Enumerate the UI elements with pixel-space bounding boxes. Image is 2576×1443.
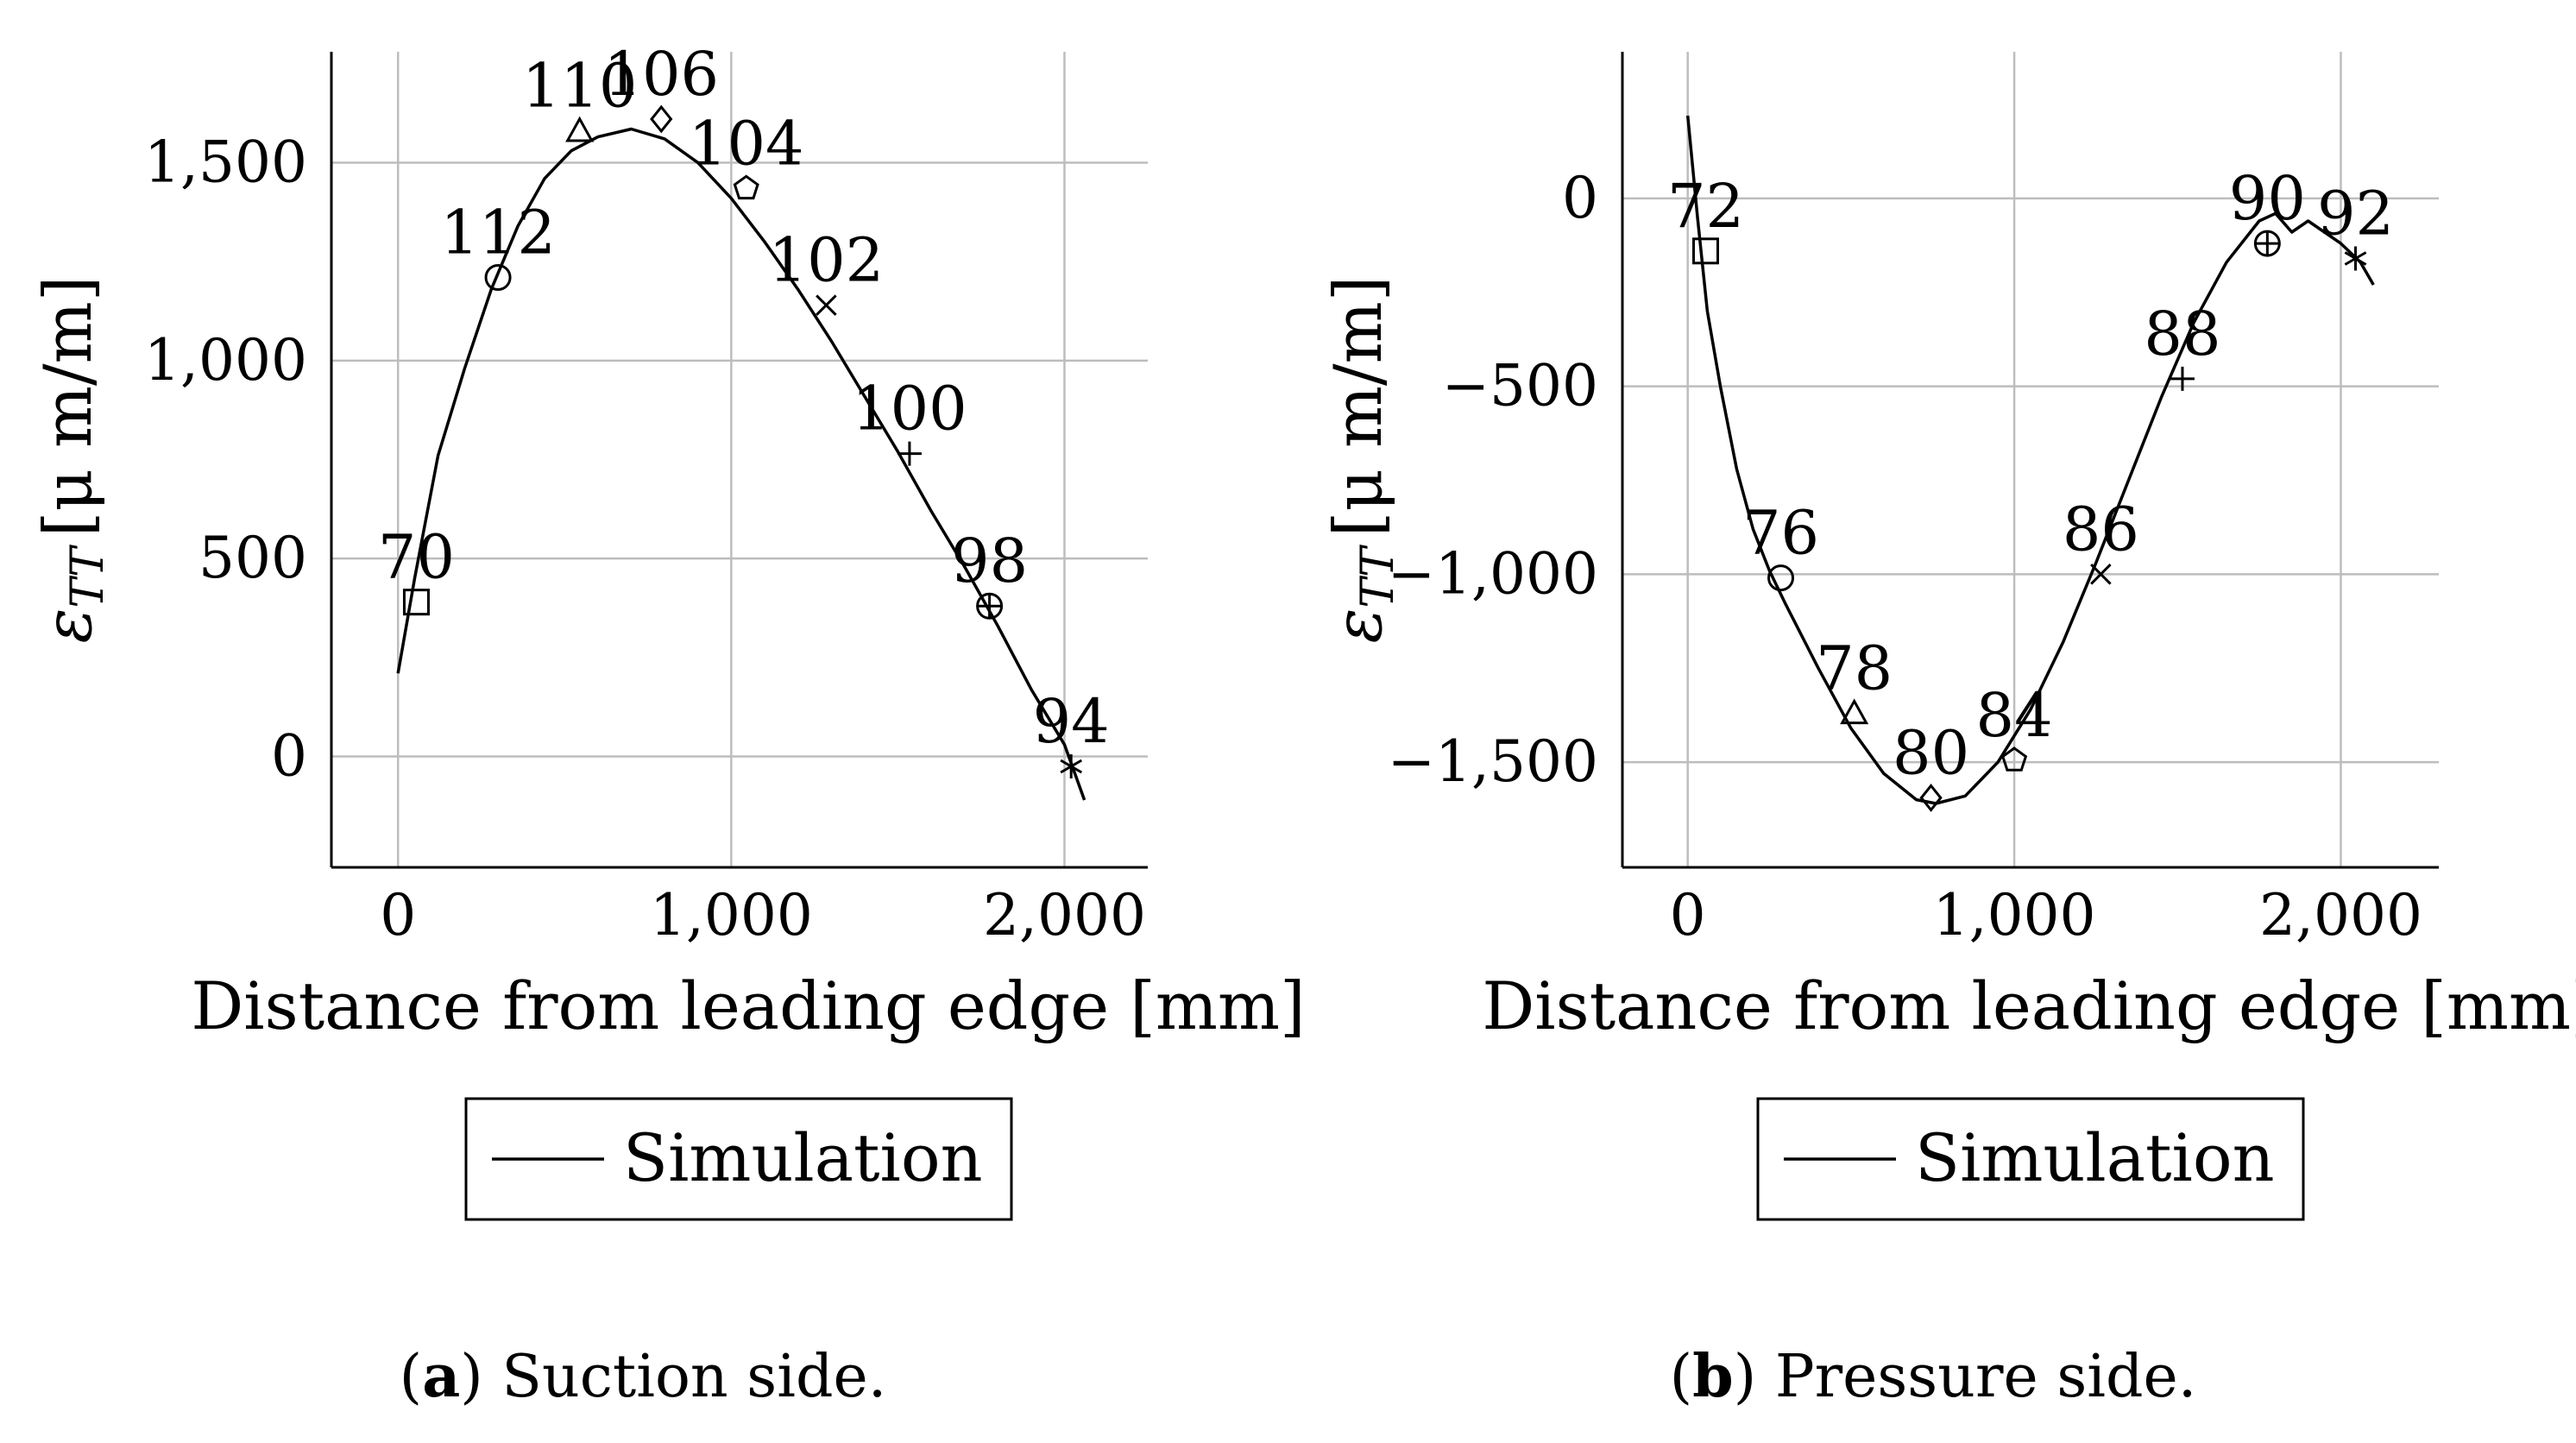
caption-tag: a xyxy=(422,1342,460,1411)
y-axis-unit: [μ m/m] xyxy=(1319,276,1396,538)
y-axis-unit: [μ m/m] xyxy=(29,276,106,538)
measurement-marker-102 xyxy=(816,294,837,316)
measurement-label: 88 xyxy=(2144,299,2220,369)
simulation-line xyxy=(1685,115,2375,805)
caption-paren-close: ) xyxy=(1734,1343,1775,1411)
measurement-label: 70 xyxy=(378,522,455,593)
y-tick-label: −1,500 xyxy=(1388,728,1598,795)
x-axis-label: Distance from leading edge [mm] xyxy=(1482,967,2576,1044)
measurement-marker-70 xyxy=(402,589,430,616)
measurement-label: 102 xyxy=(769,225,885,296)
caption-paren-open: ( xyxy=(1670,1343,1693,1411)
y-axis-symbol: ε xyxy=(29,608,106,644)
y-tick-label: 0 xyxy=(271,723,307,790)
measurement-marker-94 xyxy=(1060,754,1083,778)
x-tick-label: 1,000 xyxy=(650,882,813,948)
caption-tag: b xyxy=(1692,1342,1734,1411)
measurement-label: 112 xyxy=(440,197,556,268)
measurement-marker-86 xyxy=(2090,564,2112,585)
measurement-label: 110 xyxy=(522,51,638,122)
panel-caption: (a) Suction side. xyxy=(400,1342,887,1411)
measurement-label: 104 xyxy=(689,108,804,179)
measurement-marker-104 xyxy=(733,174,759,200)
y-axis-subscript: TT xyxy=(1352,545,1404,608)
measurement-label: 106 xyxy=(603,39,719,110)
y-tick-label: 1,000 xyxy=(144,327,307,394)
y-axis-label: εTT [μ m/m] xyxy=(29,276,114,644)
measurement-label: 84 xyxy=(1976,680,2053,751)
y-axis-subscript: TT xyxy=(62,545,114,608)
measurement-marker-98 xyxy=(976,592,1004,620)
caption-text: Pressure side. xyxy=(1775,1343,2196,1411)
measurement-marker-100 xyxy=(897,441,922,466)
x-tick-label: 0 xyxy=(380,882,416,948)
measurement-label: 100 xyxy=(852,374,967,444)
y-tick-label: −500 xyxy=(1442,353,1598,419)
measurement-marker-110 xyxy=(565,116,595,142)
legend: Simulation xyxy=(464,1097,1013,1221)
y-tick-label: 0 xyxy=(1562,165,1598,231)
measurement-label: 86 xyxy=(2063,494,2139,564)
measurement-marker-80 xyxy=(1919,784,1943,812)
simulation-line xyxy=(396,127,1086,801)
y-axis-symbol: ε xyxy=(1319,608,1396,644)
measurement-label: 98 xyxy=(951,526,1028,596)
measurement-marker-76 xyxy=(1767,564,1795,592)
measurement-label: 76 xyxy=(1742,498,1819,569)
caption-paren-open: ( xyxy=(400,1343,423,1411)
panel-caption: (b) Pressure side. xyxy=(1670,1342,2197,1411)
measurement-label: 80 xyxy=(1893,717,1969,788)
measurement-marker-92 xyxy=(2344,246,2367,271)
measurement-marker-106 xyxy=(650,104,673,134)
measurement-label: 94 xyxy=(1033,686,1110,757)
measurement-marker-72 xyxy=(1691,237,1719,265)
measurement-marker-78 xyxy=(1840,698,1869,725)
measurement-label: 78 xyxy=(1816,633,1893,703)
measurement-label: 72 xyxy=(1667,171,1744,242)
x-tick-label: 0 xyxy=(1670,882,1706,948)
measurement-marker-90 xyxy=(2253,230,2281,257)
measurement-label: 92 xyxy=(2317,179,2394,249)
y-tick-label: −1,000 xyxy=(1388,540,1598,607)
measurement-label: 90 xyxy=(2229,163,2306,234)
measurement-marker-112 xyxy=(484,263,512,291)
legend-label: Simulation xyxy=(1915,1119,2275,1196)
measurement-marker-84 xyxy=(2001,747,2028,772)
legend: Simulation xyxy=(1756,1097,2305,1221)
x-tick-label: 2,000 xyxy=(2259,882,2422,948)
x-tick-label: 1,000 xyxy=(1933,882,2096,948)
y-tick-label: 500 xyxy=(198,525,307,591)
x-tick-label: 2,000 xyxy=(983,882,1146,948)
measurement-marker-88 xyxy=(2170,366,2195,391)
y-axis-label: εTT [μ m/m] xyxy=(1319,276,1404,644)
x-axis-label: Distance from leading edge [mm] xyxy=(191,967,1305,1044)
caption-paren-close: ) xyxy=(460,1343,501,1411)
y-tick-label: 1,500 xyxy=(144,129,307,195)
caption-text: Suction side. xyxy=(501,1343,886,1411)
legend-label: Simulation xyxy=(623,1119,983,1196)
